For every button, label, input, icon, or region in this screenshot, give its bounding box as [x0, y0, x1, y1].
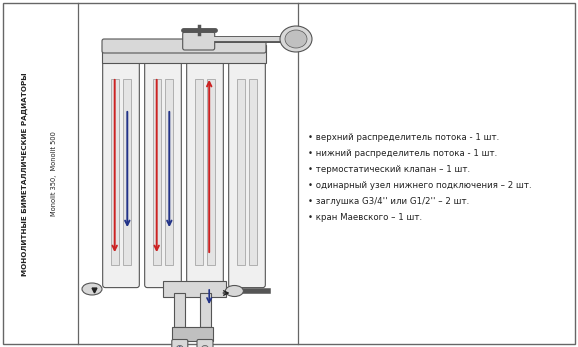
Text: Monolit 350,  Monolit 500: Monolit 350, Monolit 500	[51, 132, 57, 217]
Bar	[163, 281, 226, 297]
FancyBboxPatch shape	[144, 57, 181, 288]
FancyBboxPatch shape	[172, 339, 188, 347]
FancyBboxPatch shape	[103, 57, 139, 288]
FancyBboxPatch shape	[197, 339, 213, 347]
Ellipse shape	[201, 345, 209, 347]
Text: МОНОЛИТНЫЕ БИМЕТАЛЛИЧЕСКИЕ РАДИАТОРЫ: МОНОЛИТНЫЕ БИМЕТАЛЛИЧЕСКИЕ РАДИАТОРЫ	[22, 72, 28, 276]
Bar	[195, 79, 203, 265]
Text: • заглушка G3/4'' или G1/2'' – 2 шт.: • заглушка G3/4'' или G1/2'' – 2 шт.	[308, 196, 469, 205]
Bar	[102, 45, 266, 63]
Text: • кран Маевского – 1 шт.: • кран Маевского – 1 шт.	[308, 212, 422, 221]
Bar	[165, 79, 173, 265]
Bar	[111, 79, 118, 265]
Text: • верхний распределитель потока - 1 шт.: • верхний распределитель потока - 1 шт.	[308, 133, 499, 142]
Bar	[124, 79, 131, 265]
Text: • термостатический клапан – 1 шт.: • термостатический клапан – 1 шт.	[308, 164, 470, 174]
FancyBboxPatch shape	[229, 57, 265, 288]
Bar	[153, 79, 161, 265]
Text: • нижний распределитель потока - 1 шт.: • нижний распределитель потока - 1 шт.	[308, 149, 497, 158]
Ellipse shape	[82, 283, 102, 295]
Bar	[250, 79, 257, 265]
Ellipse shape	[285, 30, 307, 48]
Text: • одинарный узел нижнего подключения – 2 шт.: • одинарный узел нижнего подключения – 2…	[308, 180, 532, 189]
FancyBboxPatch shape	[102, 39, 266, 53]
Bar	[237, 79, 244, 265]
Ellipse shape	[176, 345, 183, 347]
Bar	[208, 79, 215, 265]
Bar	[172, 327, 213, 341]
Ellipse shape	[280, 26, 312, 52]
Bar	[175, 293, 186, 327]
FancyBboxPatch shape	[183, 32, 214, 50]
Bar	[199, 293, 210, 327]
FancyBboxPatch shape	[187, 57, 223, 288]
Ellipse shape	[225, 286, 243, 296]
